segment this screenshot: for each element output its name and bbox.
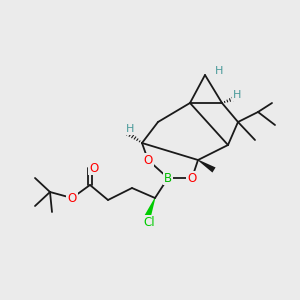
Text: H: H xyxy=(215,66,223,76)
Text: Cl: Cl xyxy=(143,215,155,229)
Text: B: B xyxy=(164,172,172,184)
Text: H: H xyxy=(233,90,241,100)
Polygon shape xyxy=(198,160,216,172)
Text: O: O xyxy=(188,172,196,184)
Text: H: H xyxy=(126,124,134,134)
Text: O: O xyxy=(68,191,76,205)
Text: O: O xyxy=(143,154,153,166)
Polygon shape xyxy=(144,198,155,219)
Text: O: O xyxy=(89,161,99,175)
